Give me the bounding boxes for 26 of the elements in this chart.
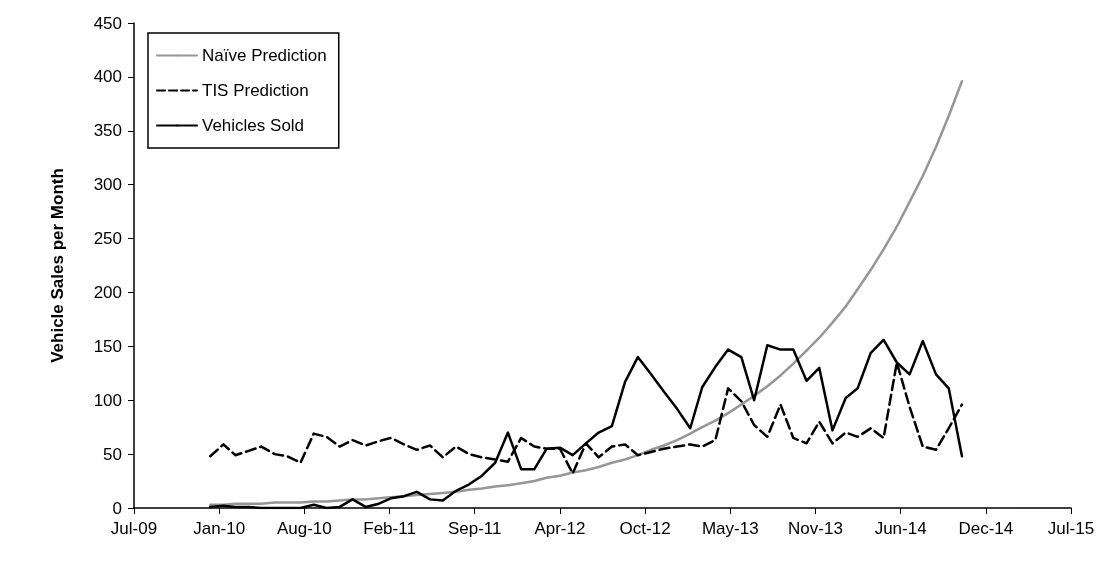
y-tick-label: 450: [93, 13, 122, 33]
y-tick-label: 300: [93, 175, 122, 195]
y-tick-label: 0: [112, 498, 122, 518]
x-tick-label: May-13: [701, 519, 759, 538]
x-tick-label: Jan-10: [193, 519, 246, 538]
x-tick-label: Dec-14: [958, 519, 1014, 538]
y-tick-label: 150: [93, 336, 122, 356]
y-tick-label: 200: [93, 282, 122, 302]
x-tick-label: Feb-11: [363, 519, 416, 538]
legend-label: TIS Prediction: [202, 81, 309, 100]
legend-label: Vehicles Sold: [202, 116, 305, 135]
x-tick-label: Sep-11: [447, 519, 502, 538]
x-tick-label: Jun-14: [874, 519, 927, 538]
legend-label: Naïve Prediction: [202, 46, 327, 65]
x-tick-label: Jul-15: [1047, 519, 1095, 538]
y-axis-title: Vehicle Sales per Month: [48, 168, 67, 363]
x-tick-label: Oct-12: [619, 519, 671, 538]
x-tick-label: Apr-12: [534, 519, 586, 538]
x-tick-label: Jul-09: [110, 519, 158, 538]
y-tick-label: 350: [93, 121, 122, 141]
y-tick-label: 100: [93, 390, 122, 410]
y-tick-label: 50: [103, 444, 122, 464]
x-tick-label: Nov-13: [788, 519, 843, 538]
y-tick-label: 250: [93, 229, 122, 249]
y-tick-label: 400: [93, 67, 122, 87]
x-tick-label: Aug-10: [276, 519, 332, 538]
